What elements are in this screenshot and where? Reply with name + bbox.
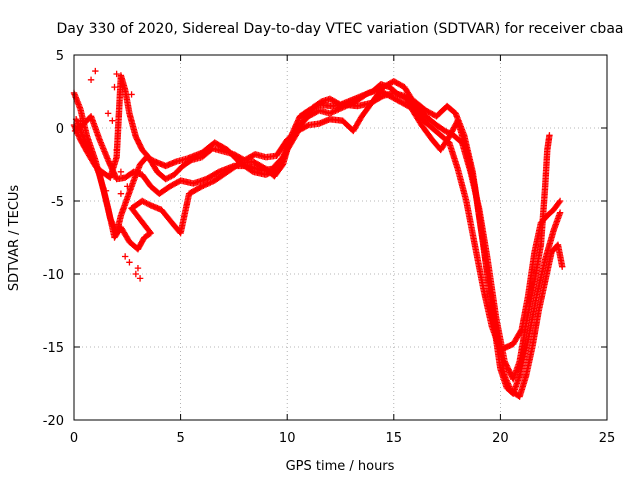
data-point-scatter-outliers [87, 76, 95, 84]
data-point-scatter-outliers [115, 113, 122, 120]
x-tick-label: 10 [279, 431, 296, 446]
data-point-track-4 [165, 174, 172, 181]
plot-frame [73, 54, 608, 421]
data-point-scatter-outliers [117, 168, 125, 175]
data-point-scatter-outliers [111, 83, 118, 91]
data-point-track-2 [363, 90, 371, 98]
data-point-track-4 [447, 130, 454, 138]
data-point-scatter-outliers [124, 183, 131, 190]
data-point-track-1 [556, 197, 564, 205]
data-point-scatter-outliers [109, 117, 116, 124]
x-tick-label: 0 [70, 431, 78, 446]
y-tick-label: 5 [56, 49, 64, 64]
data-point-scatter-outliers [121, 253, 129, 260]
x-tick-label: 5 [176, 431, 184, 446]
data-point-scatter-outliers [119, 206, 127, 213]
data-point-track-4 [162, 175, 169, 183]
x-tick-label: 15 [386, 431, 403, 446]
data-point-scatter-outliers [113, 70, 120, 78]
data-points [70, 67, 566, 400]
y-tick-label: 0 [56, 122, 64, 137]
data-point-scatter-outliers [113, 146, 120, 154]
x-tick-label: 25 [599, 431, 616, 446]
data-point-track-4 [168, 172, 175, 180]
data-point-track-2 [556, 209, 564, 216]
data-point-scatter-outliers [77, 117, 84, 124]
data-point-track-4 [163, 175, 171, 182]
y-axis-label: SDTVAR / TECUs [7, 185, 22, 292]
y-tick-label: -10 [43, 268, 64, 283]
data-point-scatter-outliers [134, 264, 142, 272]
data-point-track-3 [559, 263, 566, 270]
data-point-track-4 [166, 173, 174, 181]
data-point-scatter-outliers [132, 270, 140, 278]
data-point-track-4 [446, 129, 453, 137]
data-point-track-3 [141, 199, 149, 206]
y-tick-label: -20 [43, 414, 64, 429]
data-point-scatter-outliers [92, 67, 99, 75]
data-point-scatter-outliers [126, 259, 133, 266]
data-point-track-3 [144, 200, 152, 208]
chart-title: Day 330 of 2020, Sidereal Day-to-day VTE… [57, 21, 624, 37]
data-point-track-4 [444, 129, 452, 136]
x-axis-label: GPS time / hours [286, 459, 395, 474]
data-point-scatter-outliers [115, 227, 122, 234]
data-point-scatter-outliers [128, 91, 135, 98]
data-point-track-3 [140, 198, 147, 205]
data-point-track-4 [303, 122, 311, 130]
data-point-scatter-outliers [102, 187, 110, 194]
y-tick-label: -15 [43, 341, 64, 356]
data-point-track-4 [443, 128, 450, 135]
data-point-scatter-outliers [136, 275, 144, 282]
y-tick-label: -5 [51, 195, 64, 210]
data-point-track-1 [555, 199, 563, 206]
data-point-track-3 [143, 199, 150, 207]
data-point-scatter-outliers [117, 190, 125, 197]
x-tick-label: 20 [492, 431, 509, 446]
data-point-track-3 [139, 197, 146, 205]
data-point-track-4 [546, 132, 553, 139]
data-point-scatter-outliers [104, 110, 112, 117]
data-point-track-3 [378, 93, 386, 100]
data-point-track-4 [441, 127, 449, 135]
